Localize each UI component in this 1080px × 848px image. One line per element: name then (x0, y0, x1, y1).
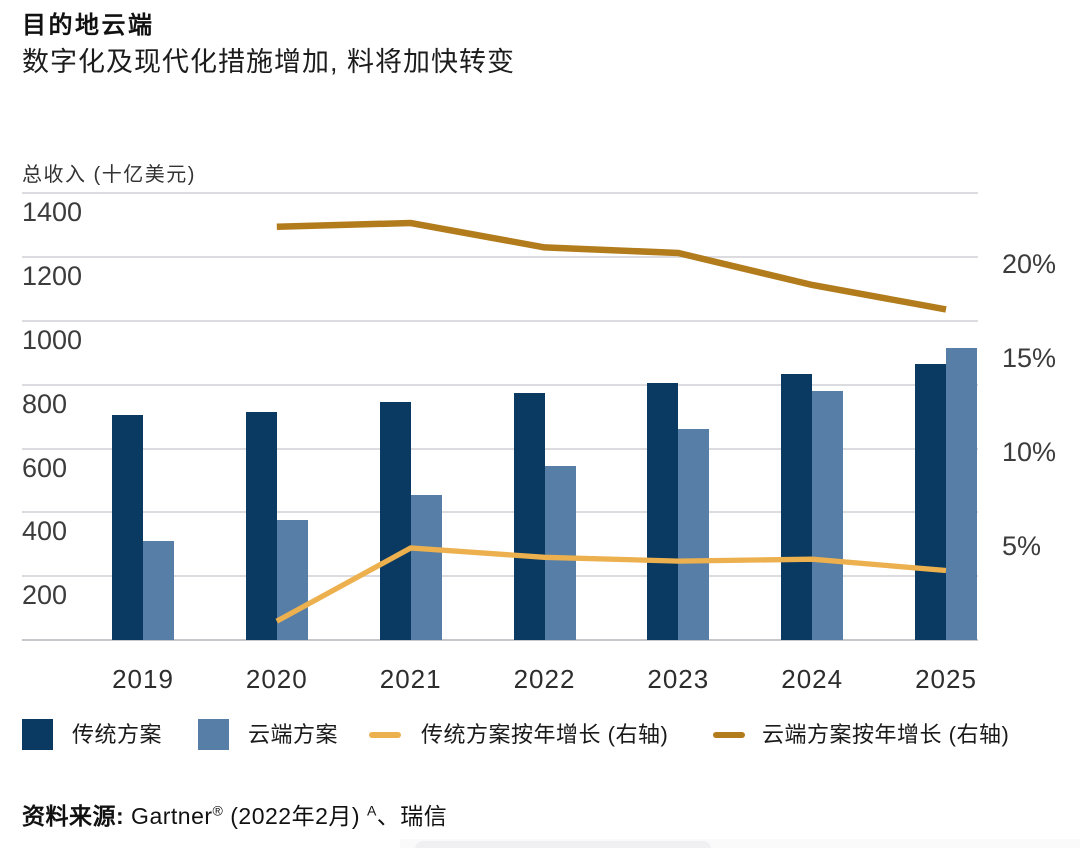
x-axis-label-2025: 2025 (915, 664, 977, 694)
legend-swatch-1 (22, 719, 53, 750)
left-axis-tick-label: 400 (22, 516, 68, 547)
chart-title: 目的地云端 (22, 12, 155, 39)
left-axis-tick-label: 1200 (22, 260, 83, 291)
left-axis-tick-label: 600 (22, 452, 68, 483)
registered-mark: ® (212, 802, 224, 819)
source-note: 资料来源: Gartner® (2022年2月) A、瑞信 (22, 797, 447, 831)
bar-cloud-2021 (410, 494, 442, 640)
left-axis-tick-label: 200 (22, 580, 68, 611)
bar-cloud-2023 (678, 429, 710, 640)
right-axis-tick-label: 15% (1002, 343, 1057, 374)
right-axis-tick-label: 10% (1002, 437, 1057, 468)
right-axis-tick-label: 20% (1002, 249, 1057, 280)
bar-cloud-2019 (143, 541, 174, 640)
gridline (22, 383, 978, 386)
bar-cloud-2024 (812, 391, 844, 640)
x-axis-label-2019: 2019 (112, 664, 174, 694)
bottom-edge-bar (415, 841, 711, 848)
x-axis-baseline (22, 639, 978, 641)
source-label: 资料来源: (22, 803, 125, 829)
bar-traditional-2019 (112, 415, 143, 640)
bar-traditional-2024 (781, 373, 813, 640)
x-axis-label-2020: 2020 (245, 664, 308, 694)
bar-traditional-2020 (245, 411, 277, 640)
left-axis-tick-label: 1000 (22, 324, 83, 355)
source-date: (2022年2月) (223, 803, 367, 829)
gridline (22, 511, 978, 514)
legend-label-1: 传统方案 (72, 722, 163, 747)
legend-label-2: 云端方案 (248, 722, 339, 747)
bar-cloud-2020 (276, 520, 308, 640)
bottom-edge-band (400, 839, 1080, 848)
gridline (22, 447, 978, 450)
left-axis-tick-label: 1400 (22, 197, 83, 228)
traditional-growth-line (275, 545, 947, 624)
right-axis-tick-label: 5% (1002, 531, 1042, 562)
legend-label-3: 传统方案按年增长 (右轴) (421, 722, 669, 747)
bar-cloud-2025 (946, 347, 977, 640)
x-axis-label-2022: 2022 (513, 664, 576, 694)
legend-swatch-2 (198, 719, 229, 750)
source-name: Gartner (124, 803, 213, 829)
x-axis-label-2021: 2021 (379, 664, 442, 694)
gridline (22, 319, 978, 322)
gridline (22, 255, 978, 258)
bar-traditional-2021 (379, 402, 411, 640)
source-extra: 、瑞信 (376, 803, 448, 829)
bar-traditional-2025 (915, 363, 946, 640)
footnote-marker: A (366, 802, 377, 819)
legend-label-4: 云端方案按年增长 (右轴) (762, 722, 1010, 747)
left-axis-title: 总收入 (十亿美元) (22, 164, 196, 186)
x-axis-label-2024: 2024 (781, 664, 844, 694)
cloud-growth-line (276, 219, 947, 313)
bar-cloud-2022 (544, 466, 576, 640)
chart-subtitle: 数字化及现代化措施增加, 料将加快转变 (22, 47, 516, 77)
x-axis-label-2023: 2023 (647, 664, 710, 694)
left-axis-tick-label: 800 (22, 388, 68, 419)
legend-swatch-4 (713, 732, 745, 738)
bar-traditional-2022 (513, 392, 545, 640)
gridline (22, 192, 978, 195)
legend-swatch-3 (369, 732, 401, 738)
bar-traditional-2023 (647, 383, 679, 640)
